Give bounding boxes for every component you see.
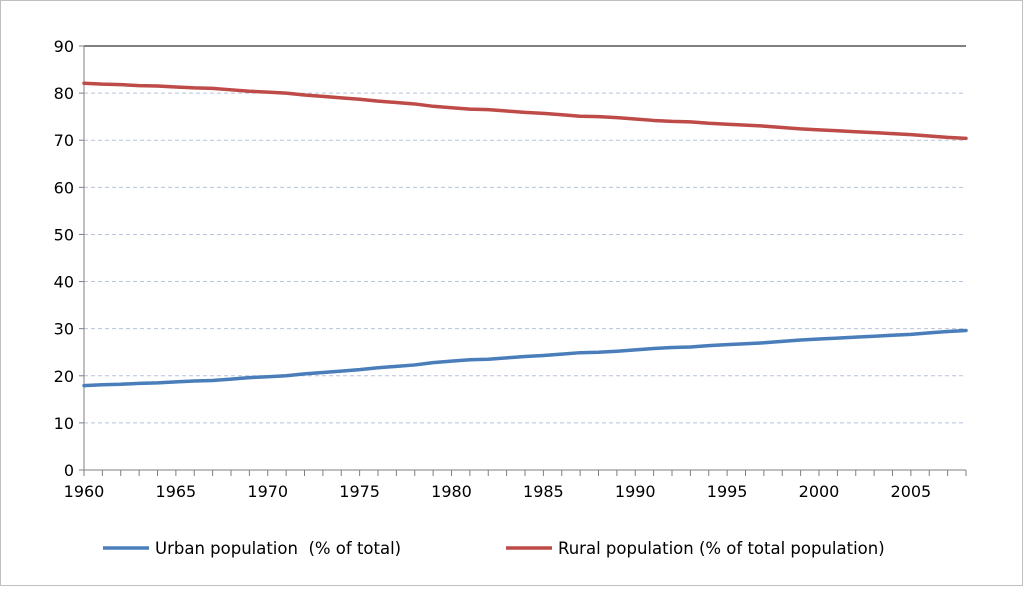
series-line-urban <box>82 328 968 388</box>
x-tick-label: 1975 <box>339 482 380 501</box>
series-line-rural <box>82 81 968 141</box>
x-tick-label: 1985 <box>523 482 564 501</box>
x-tick-label: 1960 <box>64 482 105 501</box>
legend-label-rural: Rural population (% of total population) <box>558 539 885 558</box>
y-tick-label: 40 <box>54 273 74 292</box>
legend-label-urban: Urban population (% of total) <box>155 539 401 558</box>
x-tick-label: 1970 <box>247 482 288 501</box>
y-tick-label: 60 <box>54 178 74 197</box>
y-tick-label: 90 <box>54 37 74 56</box>
axes-layer: 0 10 20 30 40 50 60 70 80 90 1960 1965 1970 1975 1980 1… <box>54 37 967 501</box>
y-tick-label: 70 <box>54 131 74 150</box>
x-tick-label: 2005 <box>891 482 932 501</box>
x-tick-label: 1980 <box>431 482 472 501</box>
x-tick-label: 1995 <box>707 482 748 501</box>
y-tick-label: 0 <box>64 461 74 480</box>
y-tick-label: 50 <box>54 225 74 244</box>
x-tick-label: 2000 <box>799 482 840 501</box>
legend: Urban population (% of total) Rural popul… <box>103 539 885 558</box>
y-tick-label: 30 <box>54 320 74 339</box>
series-layer <box>82 81 968 388</box>
x-tick-label: 1990 <box>615 482 656 501</box>
y-tick-label: 80 <box>54 84 74 103</box>
y-tick-label: 20 <box>54 367 74 386</box>
grid-layer <box>84 45 966 424</box>
x-tick-label: 1965 <box>156 482 197 501</box>
y-tick-label: 10 <box>54 414 74 433</box>
